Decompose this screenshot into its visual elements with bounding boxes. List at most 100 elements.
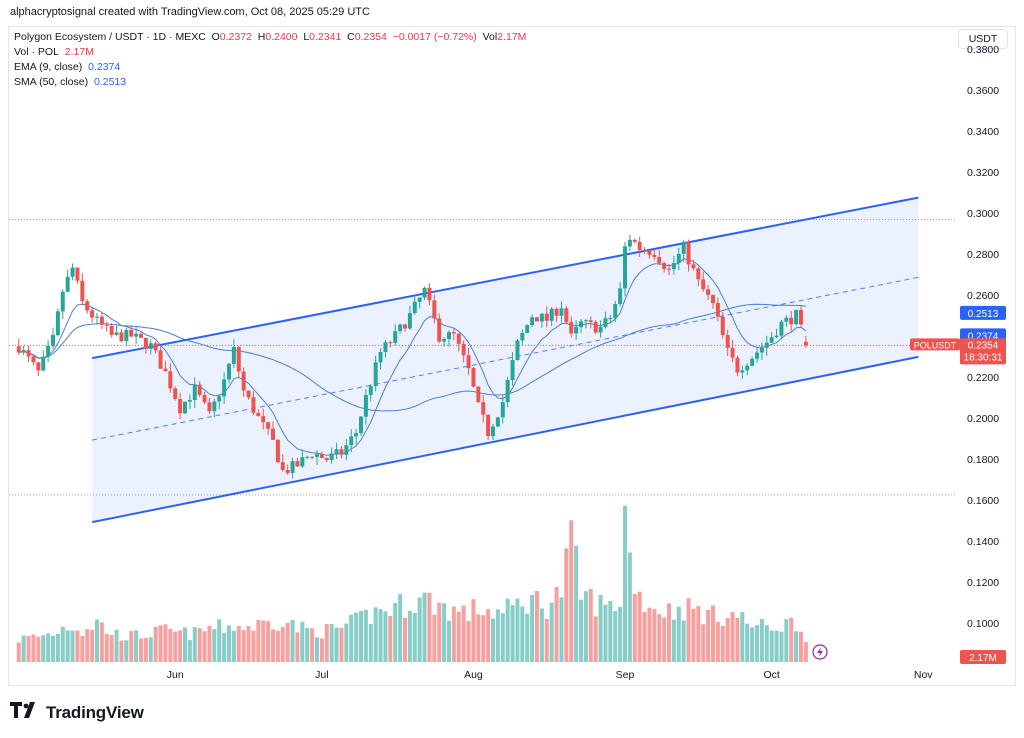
high-value: 0.2400 <box>265 31 298 43</box>
candle-body-139 <box>696 268 701 280</box>
volume-bar-139 <box>696 606 701 662</box>
low-label: L <box>303 31 310 43</box>
candle-body-16 <box>95 316 99 318</box>
candle-body-14 <box>85 301 90 311</box>
candle-body-158 <box>789 317 794 325</box>
volume-bar-42 <box>222 632 227 662</box>
candle-body-32 <box>173 388 178 400</box>
candle-body-91 <box>461 343 466 356</box>
volume-bar-50 <box>261 620 266 662</box>
volume-bar-104 <box>525 613 530 662</box>
candle-body-114 <box>574 326 579 334</box>
candle-body-66 <box>339 449 344 455</box>
volume-bar-2 <box>26 636 31 662</box>
volume-bar-84 <box>427 592 432 662</box>
volume-bar-38 <box>202 631 207 662</box>
candle-body-130 <box>652 254 657 257</box>
volume-bar-160 <box>799 631 803 662</box>
sma-row[interactable]: SMA (50, close) 0.2513 <box>14 75 526 90</box>
candle-body-118 <box>593 321 598 333</box>
candle-body-78 <box>398 324 403 332</box>
candle-body-47 <box>246 390 251 398</box>
candle-body-40 <box>212 401 217 412</box>
y-tick-8: 0.2200 <box>967 372 999 384</box>
volume-bar-102 <box>515 598 520 662</box>
volume-bar-101 <box>510 605 515 662</box>
candle-body-70 <box>359 416 363 434</box>
volume-bar-134 <box>671 619 676 662</box>
volume-bar-146 <box>730 612 735 662</box>
symbol-row[interactable]: Polygon Ecosystem / USDT · 1D · MEXC O0.… <box>14 30 526 45</box>
ema-row[interactable]: EMA (9, close) 0.2374 <box>14 60 526 75</box>
x-tick-3: Sep <box>616 669 635 681</box>
y-tick-0: 0.3800 <box>967 44 999 56</box>
volume-bar-87 <box>442 603 447 662</box>
channel-lower-line <box>91 355 919 524</box>
ema-label: EMA (9, close) <box>14 61 83 73</box>
y-tick-13: 0.1200 <box>967 577 999 589</box>
volume-bar-81 <box>412 612 417 662</box>
volume-bar-70 <box>359 611 363 662</box>
volume-bar-18 <box>104 633 109 662</box>
candle-body-152 <box>759 347 764 353</box>
candle-body-131 <box>657 256 662 264</box>
candle-body-58 <box>300 457 305 467</box>
candle-body-15 <box>90 310 95 318</box>
candle-body-10 <box>65 276 70 292</box>
volume-bar-43 <box>227 625 231 662</box>
y-tick-1: 0.3600 <box>967 85 999 97</box>
currency-selector[interactable]: USDT <box>958 29 1008 49</box>
chart-caption: alphacryptosignal created with TradingVi… <box>10 6 370 18</box>
volume-tag <box>960 650 1006 664</box>
candle-body-145 <box>725 335 730 348</box>
candle-body-142 <box>711 294 715 304</box>
close-value: 0.2354 <box>354 31 387 43</box>
volume-bar-29 <box>158 625 163 662</box>
volume-bar-23 <box>129 630 134 662</box>
volume-indicator-row[interactable]: Vol · POL 2.17M <box>14 45 526 60</box>
ema-value: 0.2374 <box>88 61 121 73</box>
sma-line <box>18 303 806 412</box>
volume-bar-69 <box>354 612 359 662</box>
candle-body-98 <box>495 417 500 427</box>
candle-body-147 <box>735 357 740 373</box>
volume-bar-98 <box>495 609 500 662</box>
candle-body-103 <box>520 332 525 341</box>
volume-bar-55 <box>285 622 290 662</box>
x-tick-0: Jun <box>167 669 184 681</box>
y-tick-6: 0.2600 <box>967 290 999 302</box>
volume-bar-131 <box>657 614 662 662</box>
candle-body-136 <box>681 242 686 254</box>
candle-body-84 <box>427 287 432 301</box>
volume-bar-64 <box>329 623 334 662</box>
candle-body-105 <box>530 317 535 326</box>
volume-tag-text: 2.17M <box>969 653 997 664</box>
volume-bar-105 <box>530 594 535 662</box>
candle-body-156 <box>779 321 784 336</box>
volume-bar-45 <box>236 625 241 662</box>
chart-legend: Polygon Ecosystem / USDT · 1D · MEXC O0.… <box>14 30 526 90</box>
candle-body-121 <box>608 318 613 320</box>
volume-bar-144 <box>720 625 725 662</box>
candle-body-37 <box>197 384 202 395</box>
last-price-text: 0.2354 <box>968 340 999 351</box>
candle-body-9 <box>60 291 65 312</box>
volume-bar-95 <box>481 615 486 662</box>
candle-body-13 <box>80 280 85 302</box>
candle-body-120 <box>603 318 608 327</box>
candle-body-33 <box>178 399 183 414</box>
high-label: H <box>257 31 266 43</box>
volume-bar-53 <box>275 630 280 662</box>
candle-body-134 <box>671 262 676 270</box>
candle-body-60 <box>310 456 315 458</box>
volume-bar-129 <box>647 607 652 662</box>
volume-bar-25 <box>139 638 143 662</box>
volume-bar-6 <box>46 633 51 662</box>
volume-bar-130 <box>652 609 657 662</box>
candle-body-71 <box>363 394 368 417</box>
volume-bar-74 <box>378 609 383 662</box>
y-tick-9: 0.2000 <box>967 413 999 425</box>
sma-label: SMA (50, close) <box>14 76 89 88</box>
candle-body-63 <box>324 458 329 461</box>
